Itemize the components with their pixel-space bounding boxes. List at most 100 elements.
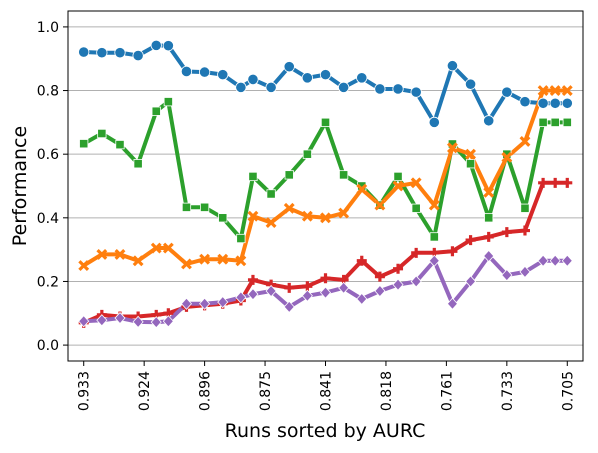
y-tick-label: 1.0 — [37, 20, 59, 36]
y-tick-label: 0.8 — [37, 84, 59, 100]
data-point-circle — [150, 39, 162, 51]
data-point-circle — [501, 86, 513, 98]
data-point-circle — [265, 81, 277, 93]
data-point-x — [114, 248, 126, 260]
data-point-plus — [501, 227, 512, 238]
data-point-diamond — [235, 291, 247, 304]
data-point-plus — [302, 281, 313, 292]
data-point-diamond — [356, 292, 368, 306]
data-point-square — [411, 203, 421, 213]
series-markers — [78, 39, 573, 329]
data-point-plus — [320, 273, 331, 284]
x-tick-label: 0.896 — [198, 371, 214, 411]
y-tick-label: 0.0 — [37, 338, 59, 354]
data-point-x — [392, 180, 404, 192]
data-point-diamond — [78, 315, 90, 328]
data-point-x — [338, 207, 350, 219]
data-point-circle — [96, 47, 108, 59]
data-point-diamond — [283, 300, 295, 314]
data-point-square — [320, 117, 331, 127]
data-point-diamond — [162, 315, 174, 328]
data-point-diamond — [561, 254, 573, 267]
data-point-plus — [465, 235, 476, 246]
data-point-plus — [538, 177, 549, 188]
y-tick-label: 0.4 — [37, 211, 59, 227]
data-point-square — [181, 202, 192, 212]
data-point-x — [283, 202, 295, 214]
data-point-square — [200, 202, 210, 212]
data-point-circle — [561, 97, 573, 109]
data-point-circle — [392, 83, 404, 95]
data-point-circle — [338, 81, 350, 93]
data-point-x — [181, 258, 192, 270]
x-tick-label: 0.924 — [137, 371, 153, 411]
data-point-square — [393, 171, 403, 182]
data-point-diamond — [338, 281, 350, 294]
x-tick-label: 0.875 — [258, 371, 274, 411]
data-point-plus — [519, 225, 530, 236]
data-point-diamond — [446, 297, 458, 310]
data-point-circle — [537, 97, 549, 109]
data-point-x — [428, 199, 440, 211]
data-point-plus — [447, 246, 458, 257]
data-point-plus — [374, 271, 385, 282]
data-point-plus — [562, 177, 573, 188]
data-point-square — [538, 117, 548, 127]
data-point-square — [79, 139, 89, 149]
x-tick-label: 0.841 — [319, 371, 335, 411]
data-point-diamond — [410, 275, 422, 288]
data-point-x — [356, 183, 368, 195]
data-point-x — [78, 260, 90, 271]
data-point-circle — [410, 86, 422, 98]
data-point-square — [520, 203, 530, 213]
data-point-diamond — [180, 297, 193, 310]
data-point-diamond — [483, 249, 495, 263]
plot-frame — [67, 10, 584, 362]
data-point-diamond — [217, 296, 229, 309]
data-point-diamond — [114, 311, 126, 325]
data-point-plus — [247, 274, 258, 285]
data-point-circle — [78, 46, 90, 58]
data-point-square — [266, 189, 276, 199]
x-axis-label: Runs sorted by AURC — [225, 420, 426, 442]
data-point-circle — [217, 69, 229, 81]
x-tick-label: 0.733 — [500, 371, 516, 411]
data-point-plus — [284, 282, 295, 293]
data-point-circle — [283, 61, 295, 73]
data-point-x — [132, 255, 144, 267]
data-point-plus — [550, 177, 561, 188]
data-point-square — [218, 213, 228, 223]
data-point-square — [562, 117, 572, 127]
data-point-x — [217, 253, 229, 265]
data-point-diamond — [519, 265, 531, 279]
x-tick-label: 0.933 — [77, 371, 93, 411]
data-point-circle — [464, 78, 477, 90]
data-point-circle — [199, 66, 211, 78]
data-point-circle — [428, 116, 440, 128]
data-point-x — [301, 210, 313, 222]
data-point-diamond — [392, 278, 404, 291]
data-point-circle — [374, 83, 386, 95]
data-point-circle — [114, 47, 126, 59]
data-point-x — [447, 142, 458, 154]
data-point-square — [97, 128, 107, 139]
data-point-diamond — [247, 288, 259, 301]
data-point-plus — [393, 263, 404, 274]
data-point-circle — [483, 115, 495, 127]
data-point-x — [549, 85, 561, 96]
data-point-diamond — [374, 284, 386, 298]
data-point-square — [302, 149, 312, 159]
x-tick-label: 0.705 — [560, 371, 576, 411]
data-point-x — [519, 136, 531, 147]
data-point-circle — [180, 65, 193, 78]
data-point-diamond — [199, 297, 211, 310]
y-axis-ticks: 0.0 0.2 0.4 0.6 0.8 1.0 — [37, 20, 68, 354]
x-tick-label: 0.761 — [439, 371, 455, 411]
data-point-circle — [235, 81, 247, 93]
data-point-circle — [301, 72, 313, 84]
data-point-square — [284, 170, 294, 180]
y-tick-label: 0.6 — [37, 147, 59, 163]
data-point-diamond — [96, 314, 108, 327]
